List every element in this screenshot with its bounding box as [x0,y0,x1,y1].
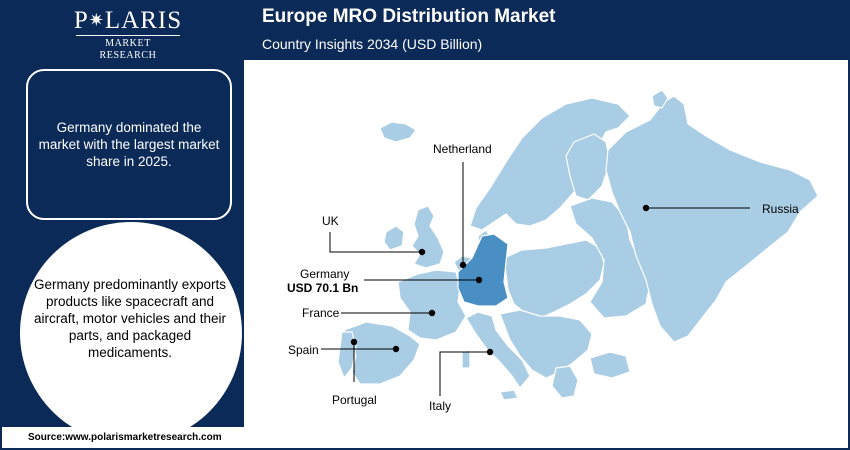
dot-uk [418,248,426,256]
dot-portugal [350,338,358,346]
europe-map [321,89,819,401]
dot-spain [392,345,400,353]
country-germany [457,233,509,307]
country-spain [343,321,421,385]
label-uk: UK [322,214,339,228]
label-portugal: Portugal [332,393,377,407]
source-note: Source:www.polarismarketresearch.com [28,432,222,443]
country-turkey [589,351,631,379]
marker-dots [350,204,650,356]
dot-italy [486,348,494,356]
insight-box: Germany dominated the market with the la… [26,69,232,220]
label-spain: Spain [288,343,319,357]
dot-netherland [459,261,467,269]
insight-circle [20,222,242,444]
label-germany: Germany [300,267,350,281]
page-title: Europe MRO Distribution Market [262,6,556,27]
region-scandinavia [469,97,631,231]
compass-star-icon: ✷ [88,10,105,30]
circle-text: Germany predominantly exports products l… [33,277,227,360]
country-france [397,269,467,341]
dot-germany [475,276,483,284]
leader-italy [439,351,490,396]
polaris-logo: P✷LARIS MARKET RESEARCH [72,6,184,61]
land-masses [337,89,819,401]
dot-russia [642,204,650,212]
country-iceland [379,121,417,143]
label-france: France [302,306,340,320]
leader-uk [329,232,422,253]
country-uk [411,205,445,269]
island-sicily [499,389,519,401]
country-italy [465,311,531,389]
country-greece [551,365,579,399]
island-sardinia [461,349,471,369]
logo-wordmark: P✷LARIS [73,7,183,34]
island-novaya-zemlya [651,89,669,109]
region-balkans [499,309,593,379]
header-band [2,2,848,60]
region-central-east-europe [503,239,605,319]
label-germany-value: USD 70.1 Bn [287,281,359,295]
country-finland [565,133,611,201]
page-subtitle: Country Insights 2034 (USD Billion) [262,36,483,52]
logo-tagline: MARKET RESEARCH [76,35,180,62]
label-italy: Italy [429,399,452,413]
leader-lines [321,162,750,396]
label-russia: Russia [762,202,799,216]
country-ireland [383,225,405,251]
country-russia [605,95,819,343]
dot-france [428,309,436,317]
label-netherland: Netherland [433,142,492,156]
insight-text: Germany dominated the market with the la… [38,120,220,169]
